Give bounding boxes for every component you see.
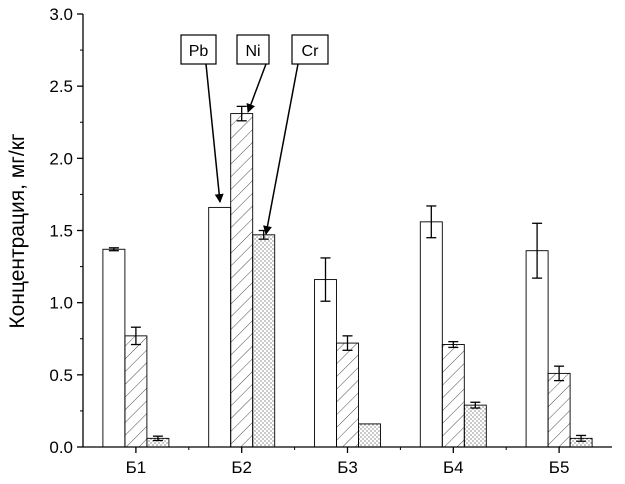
legend-arrow-cr	[263, 63, 299, 235]
x-ticks: Б1 Б2 Б3 Б4 Б5	[126, 447, 570, 477]
bar-pb-1	[102, 248, 126, 448]
bar-ni-1	[124, 335, 148, 448]
y-tick-label: 0.5	[49, 366, 73, 385]
error-bar-ni-4	[448, 340, 459, 349]
error-bar-ni-3	[342, 335, 353, 351]
legend-label-pb: Pb	[189, 43, 209, 60]
bar-pb-5	[525, 250, 549, 448]
x-tick-label: Б2	[231, 458, 252, 477]
bar-cr-3	[358, 423, 381, 448]
bar-ni-5	[547, 372, 571, 448]
legend-label-cr: Cr	[302, 43, 320, 60]
bar-cr-2	[252, 234, 276, 448]
legend-callout-cr: Cr	[263, 34, 329, 235]
y-tick-label: 1.0	[49, 294, 73, 313]
legend-callout-ni: Ni	[236, 34, 270, 113]
y-tick-label: 3.0	[49, 5, 73, 24]
error-bar-pb-3	[320, 257, 331, 302]
error-bar-pb-5	[532, 222, 543, 279]
y-tick-label: 1.5	[49, 222, 73, 241]
bar-pb-3	[314, 279, 337, 448]
legend-arrow-ni	[246, 63, 267, 113]
legend-arrow-pb	[205, 63, 224, 203]
error-bar-cr-5	[576, 434, 587, 442]
bar-pb-4	[419, 221, 443, 448]
bar-cr-4	[463, 404, 487, 448]
y-tick-label: 2.5	[49, 77, 73, 96]
bar-ni-2	[230, 113, 254, 448]
error-bar-pb-4	[426, 205, 437, 239]
error-bar-cr-1	[152, 435, 163, 442]
y-tick-label: 2.0	[49, 149, 73, 168]
x-tick-label: Б5	[549, 458, 570, 477]
y-axis-title: Концентрация, мг/кг	[6, 133, 29, 328]
y-ticks: 0.0 0.5 1.0 1.5 2.0 2.5 3.0	[49, 5, 83, 457]
x-tick-label: Б1	[126, 458, 147, 477]
error-bar-ni-2	[236, 105, 247, 122]
bar-ni-3	[336, 342, 359, 448]
error-bar-ni-5	[554, 365, 565, 382]
error-bar-pb-1	[108, 247, 119, 252]
legend-label-ni: Ni	[245, 43, 260, 60]
legend-callout-pb: Pb	[180, 34, 224, 203]
error-bar-ni-1	[130, 326, 141, 346]
bars-layer	[102, 113, 593, 448]
bar-pb-2	[208, 206, 232, 448]
y-tick-label: 0.0	[49, 438, 73, 457]
x-tick-label: Б4	[443, 458, 464, 477]
x-tick-label: Б3	[337, 458, 358, 477]
bar-ni-4	[441, 344, 465, 448]
error-bar-cr-4	[470, 401, 481, 409]
legend-callouts: Pb Ni Cr	[180, 34, 329, 235]
error-bars-layer	[108, 105, 587, 442]
